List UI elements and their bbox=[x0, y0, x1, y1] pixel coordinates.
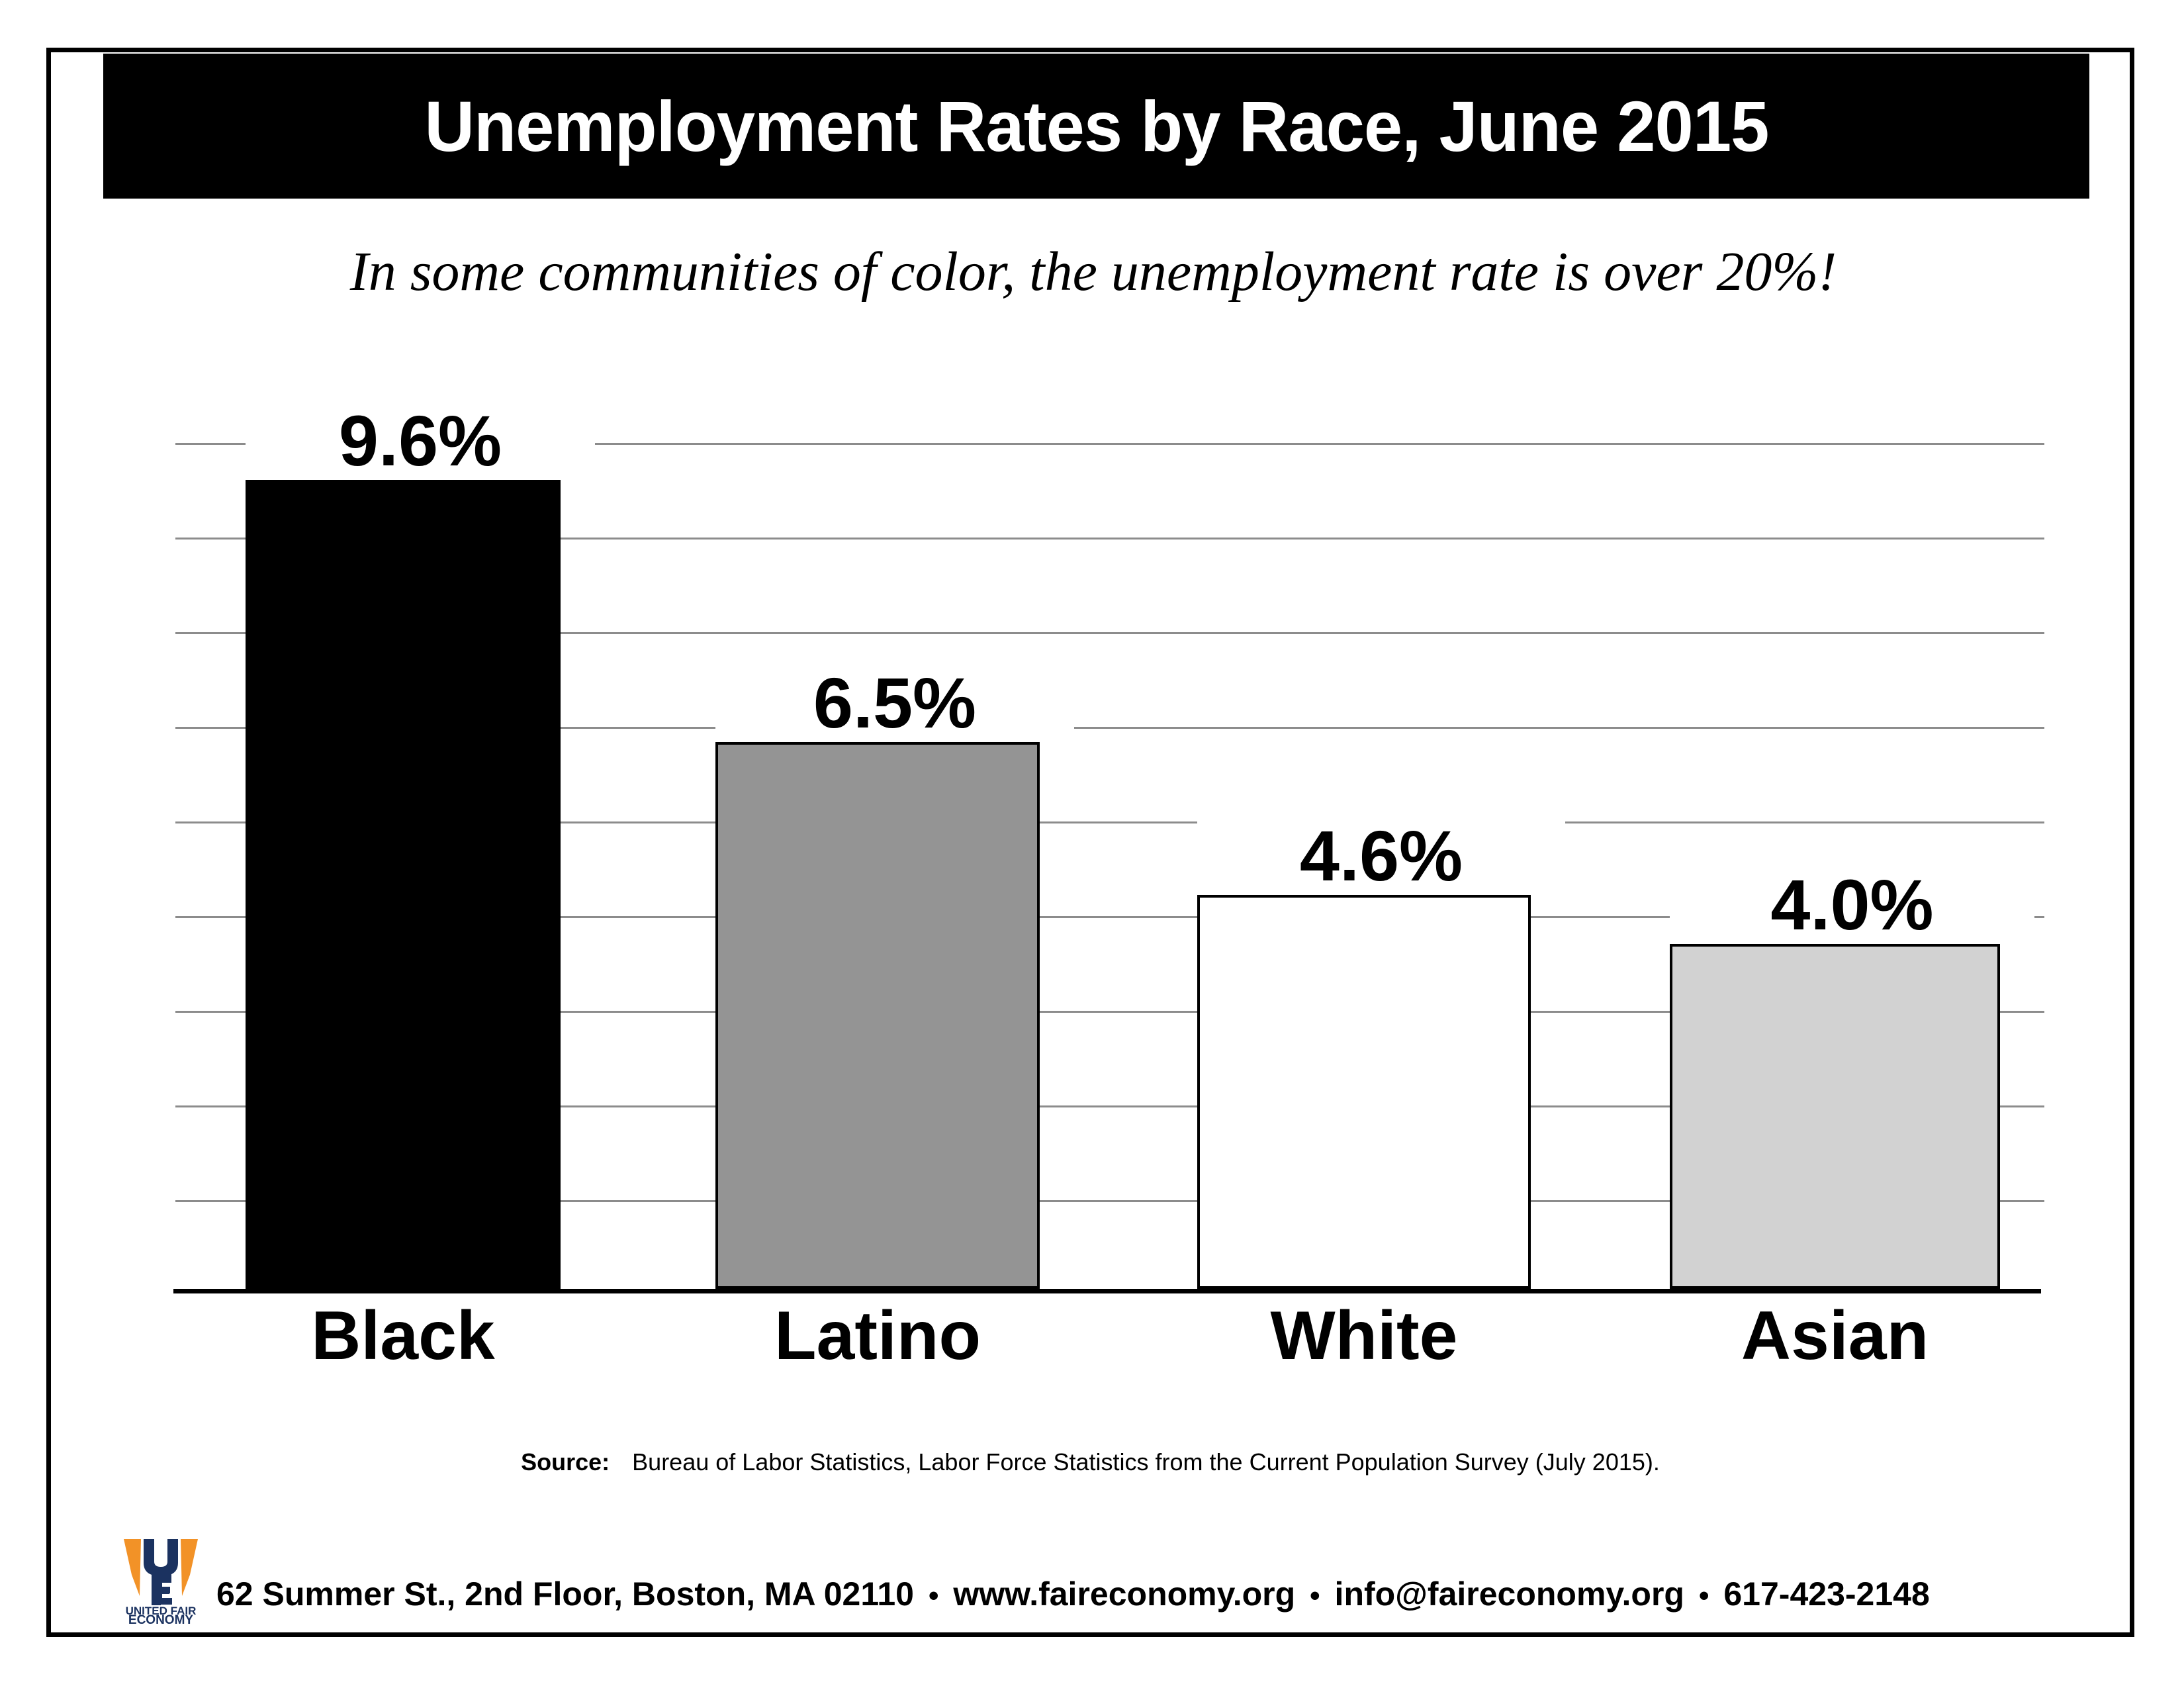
gridline bbox=[175, 821, 2044, 823]
gridline bbox=[175, 538, 2044, 539]
subtitle-text: In some communities of color, the unempl… bbox=[349, 241, 1837, 303]
footer-separator: • bbox=[1310, 1579, 1320, 1612]
chart-gridlines bbox=[175, 52, 2044, 1632]
gridline bbox=[175, 1105, 2044, 1107]
gridline bbox=[175, 727, 2044, 729]
bar-value-latino: 6.5% bbox=[715, 667, 1074, 739]
x-axis-line bbox=[173, 1289, 2041, 1293]
gridline bbox=[175, 632, 2044, 634]
gridline bbox=[175, 916, 2044, 918]
category-label-white: White bbox=[1270, 1297, 1458, 1374]
bar-value-white: 4.6% bbox=[1197, 820, 1565, 892]
source-label: Source: bbox=[521, 1448, 610, 1476]
svg-text:UNITED FAIR: UNITED FAIR bbox=[126, 1605, 197, 1617]
ufe-logo-icon: UNITED FAIR ECONOMY bbox=[117, 1535, 205, 1627]
footer-separator: • bbox=[928, 1579, 939, 1612]
footer-phone: 617-423-2148 bbox=[1723, 1575, 1930, 1613]
svg-text:ECONOMY: ECONOMY bbox=[128, 1613, 194, 1625]
bar-value-black: 9.6% bbox=[246, 405, 595, 477]
gridline bbox=[175, 1200, 2044, 1202]
source-text: Bureau of Labor Statistics, Labor Force … bbox=[632, 1448, 1660, 1476]
bar-value-asian: 4.0% bbox=[1670, 869, 2034, 941]
title-banner: Unemployment Rates by Race, June 2015 bbox=[103, 54, 2089, 199]
footer: UNITED FAIR ECONOMY 62 Summer St., 2nd F… bbox=[51, 1534, 2130, 1633]
source-line: Source: Bureau of Labor Statistics, Labor… bbox=[51, 1450, 2130, 1474]
chart-plot-area: 9.6% Black 6.5% Latino 4.6% White 4.0% A… bbox=[51, 52, 2130, 1632]
category-label-latino: Latino bbox=[774, 1297, 981, 1374]
bar-asian bbox=[1670, 944, 2000, 1289]
bar-white bbox=[1197, 895, 1531, 1289]
footer-email[interactable]: info@faireconomy.org bbox=[1334, 1575, 1684, 1613]
footer-contact-line: 62 Summer St., 2nd Floor, Boston, MA 021… bbox=[216, 1577, 1930, 1611]
category-label-asian: Asian bbox=[1741, 1297, 1929, 1374]
footer-address: 62 Summer St., 2nd Floor, Boston, MA 021… bbox=[216, 1575, 914, 1613]
footer-separator: • bbox=[1698, 1579, 1709, 1612]
footer-website[interactable]: www.faireconomy.org bbox=[953, 1575, 1296, 1613]
bar-chart: 9.6% Black 6.5% Latino 4.6% White 4.0% A… bbox=[51, 52, 2130, 1632]
bar-latino bbox=[715, 742, 1040, 1289]
poster-frame: Unemployment Rates by Race, June 2015 In… bbox=[46, 48, 2134, 1637]
category-label-black: Black bbox=[311, 1297, 495, 1374]
page-title: Unemployment Rates by Race, June 2015 bbox=[424, 85, 1769, 166]
gridline bbox=[175, 1011, 2044, 1013]
bar-black bbox=[246, 480, 561, 1289]
gridline bbox=[175, 443, 2044, 445]
